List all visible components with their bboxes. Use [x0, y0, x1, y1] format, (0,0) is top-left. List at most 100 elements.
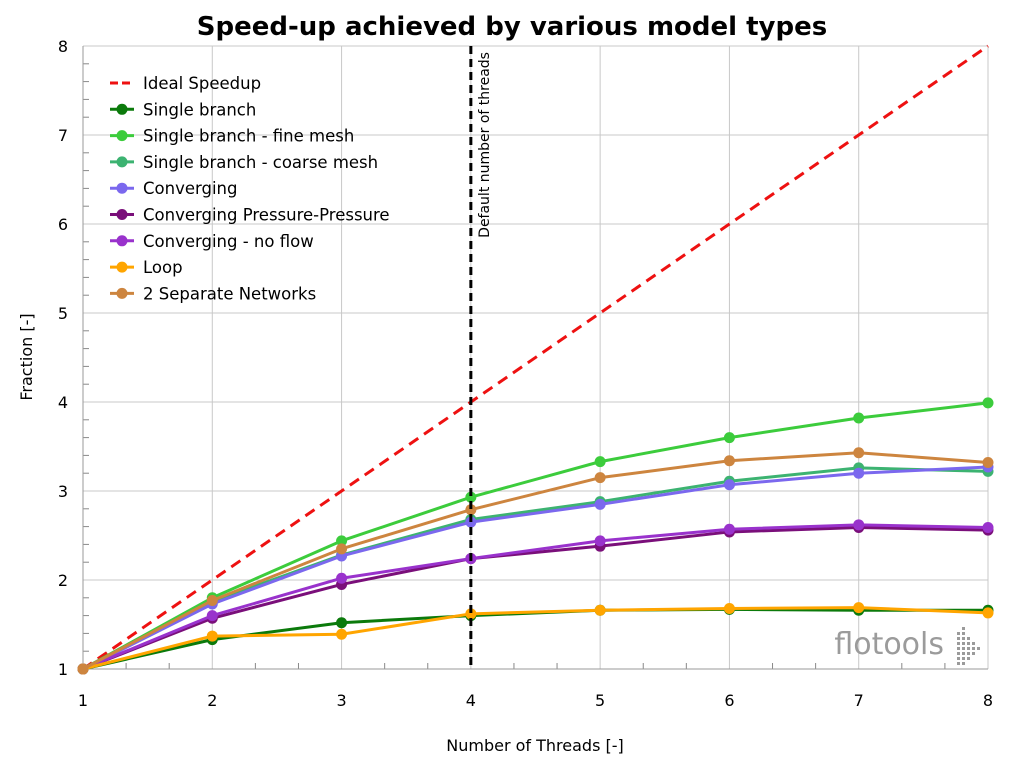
series-loop	[77, 602, 994, 675]
legend-marker	[116, 130, 128, 142]
data-point	[465, 504, 477, 516]
series-line	[82, 525, 989, 671]
x-axis-label: Number of Threads [-]	[446, 736, 624, 755]
x-tick-label: 5	[595, 691, 605, 710]
data-point	[465, 491, 477, 503]
data-point	[206, 610, 218, 622]
series-line	[82, 523, 989, 671]
data-point	[336, 617, 348, 629]
legend-item-loop: Loop	[110, 258, 183, 277]
data-point	[853, 467, 865, 479]
data-point	[336, 628, 348, 640]
y-tick-label: 4	[58, 393, 68, 412]
default-threads-label: Default number of threads	[477, 52, 493, 238]
legend: Ideal Speedup Single branch Single branch …	[110, 74, 390, 303]
logo-dot	[967, 642, 970, 645]
x-tick-label: 2	[207, 691, 217, 710]
axes: 1 2 3 4 5 6 7 8 1 2 3 4 5 6 7 8	[58, 37, 993, 710]
legend-label: Ideal Speedup	[143, 74, 261, 93]
data-point	[336, 535, 348, 547]
data-point	[594, 456, 606, 468]
data-point	[853, 412, 865, 424]
x-tick-label: 4	[466, 691, 476, 710]
legend-item-2-separate-networks: 2 Separate Networks	[110, 284, 316, 303]
x-tick-label: 8	[983, 691, 993, 710]
y-tick-label: 3	[58, 482, 68, 501]
series-line	[82, 401, 989, 671]
logo-dot	[957, 657, 960, 660]
legend-marker	[116, 156, 128, 168]
data-point	[982, 521, 994, 533]
legend-label: Single branch	[143, 100, 256, 119]
y-tick-label: 7	[58, 126, 68, 145]
y-tick-label: 6	[58, 215, 68, 234]
legend-label: Single branch - fine mesh	[143, 127, 354, 146]
legend-marker	[116, 209, 128, 220]
data-point	[982, 397, 994, 409]
data-point	[336, 543, 348, 555]
legend-marker	[116, 261, 128, 273]
data-point	[723, 479, 735, 491]
logo-dot	[962, 637, 965, 640]
series-ideal-speedup	[82, 44, 989, 671]
legend-label: Loop	[143, 258, 183, 277]
data-point	[853, 447, 865, 459]
annotations: Default number of threads	[469, 46, 493, 669]
data-point	[723, 455, 735, 467]
series-line	[82, 465, 989, 671]
data-point	[465, 516, 477, 528]
data-point	[594, 535, 606, 547]
data-point	[853, 602, 865, 614]
logo-dot	[972, 652, 975, 655]
data-point	[336, 572, 348, 584]
flotools-dots-icon	[957, 627, 980, 665]
y-tick-label: 2	[58, 571, 68, 590]
logo-dot	[962, 642, 965, 645]
legend-item-ideal-speedup: Ideal Speedup	[110, 74, 261, 93]
legend-item-converging-pressure-pressure: Converging Pressure-Pressure	[110, 206, 390, 225]
series-converging	[77, 461, 994, 675]
legend-marker	[116, 182, 128, 194]
x-tick-label: 6	[724, 691, 734, 710]
series-layer	[77, 44, 994, 675]
legend-label: Converging - no flow	[143, 232, 314, 251]
logo-dot	[967, 652, 970, 655]
legend-marker	[116, 103, 128, 115]
x-tick-label: 7	[854, 691, 864, 710]
data-point	[723, 523, 735, 535]
data-point	[723, 602, 735, 614]
series-line	[82, 451, 989, 671]
x-tick-label: 1	[78, 691, 88, 710]
logo-dot	[962, 652, 965, 655]
logo-dot	[967, 637, 970, 640]
logo-dot	[957, 647, 960, 650]
legend-item-converging-no-flow: Converging - no flow	[110, 232, 314, 251]
data-point	[594, 604, 606, 616]
legend-label: Converging Pressure-Pressure	[143, 206, 390, 225]
logo-dot	[967, 647, 970, 650]
y-tick-label: 5	[58, 304, 68, 323]
legend-label: Converging	[143, 179, 237, 198]
legend-marker	[116, 287, 128, 299]
legend-item-converging: Converging	[110, 179, 237, 198]
series-line	[82, 466, 989, 671]
data-point	[465, 608, 477, 620]
logo-dot	[967, 657, 970, 660]
y-tick-label: 1	[58, 660, 68, 679]
data-point	[723, 432, 735, 444]
legend-label: 2 Separate Networks	[143, 284, 316, 303]
data-point	[206, 594, 218, 606]
flotools-logo: flotools	[834, 627, 980, 665]
data-point	[77, 663, 89, 675]
y-tick-label: 8	[58, 37, 68, 56]
legend-item-single-branch: Single branch	[110, 100, 256, 119]
legend-item-single-branch-fine-mesh: Single branch - fine mesh	[110, 127, 354, 146]
logo-dot	[962, 632, 965, 635]
legend-item-single-branch-coarse-mesh: Single branch - coarse mesh	[110, 153, 378, 172]
chart-title: Speed-up achieved by various model types	[197, 12, 827, 42]
logo-dot	[972, 647, 975, 650]
logo-dot	[957, 652, 960, 655]
data-point	[982, 457, 994, 469]
logo-dot	[957, 637, 960, 640]
